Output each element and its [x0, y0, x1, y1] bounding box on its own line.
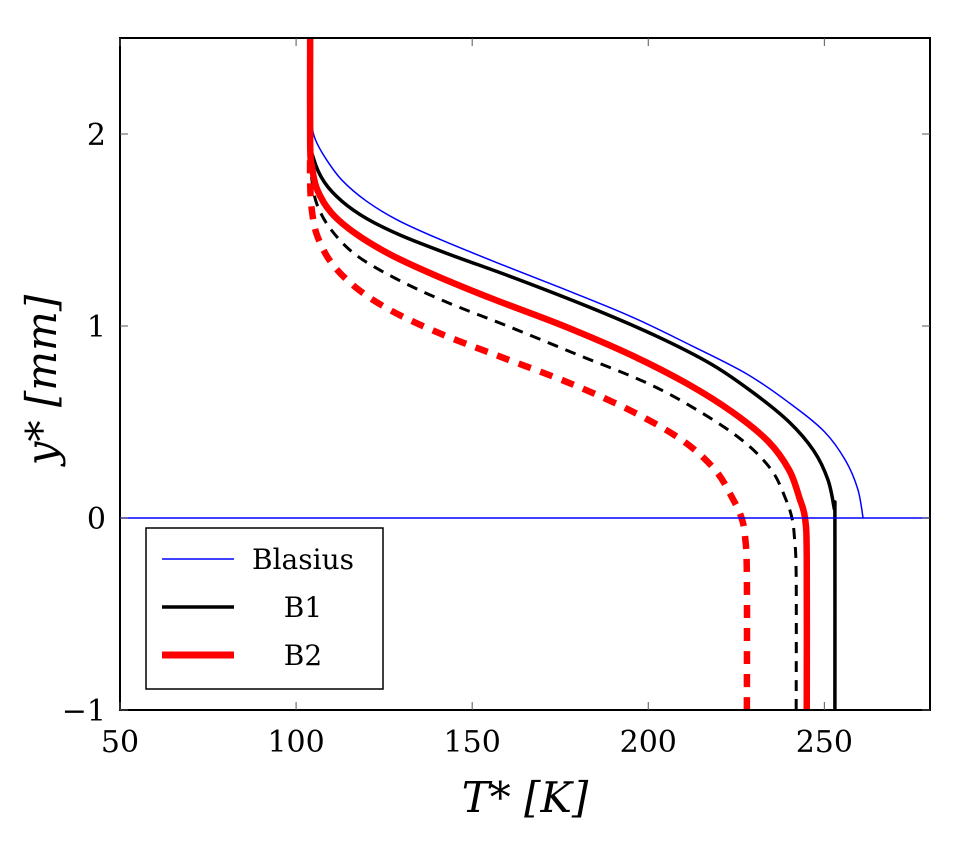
y-axis-label: y* [mm] — [17, 294, 66, 467]
legend-label-blasius: Blasius — [252, 543, 354, 576]
series-line-b1-solid — [308, 38, 837, 710]
series-line-b1-dashed — [308, 95, 798, 710]
legend-label-b1: B1 — [284, 591, 322, 624]
x-tick-label: 50 — [101, 725, 139, 760]
axis-ticks: 50 100 150 200 250 −1 0 1 2 — [62, 38, 930, 760]
series-line-blasius — [309, 38, 864, 519]
x-axis-label: T* [K] — [462, 773, 589, 822]
x-tick-label: 100 — [267, 725, 324, 760]
y-tick-label: 0 — [87, 502, 106, 537]
y-tick-label: 2 — [87, 118, 106, 153]
legend-label-b2: B2 — [284, 639, 322, 672]
y-tick-label: −1 — [62, 694, 106, 729]
series-line-b2-dashed — [306, 153, 751, 710]
series-line-b2-solid — [306, 38, 811, 710]
y-tick-label: 1 — [87, 310, 106, 345]
plot-lines — [120, 38, 930, 710]
x-tick-label: 150 — [444, 725, 501, 760]
x-tick-label: 250 — [796, 725, 853, 760]
x-tick-label: 200 — [620, 725, 677, 760]
legend: Blasius B1 B2 — [145, 527, 384, 690]
plot-frame — [119, 37, 931, 711]
